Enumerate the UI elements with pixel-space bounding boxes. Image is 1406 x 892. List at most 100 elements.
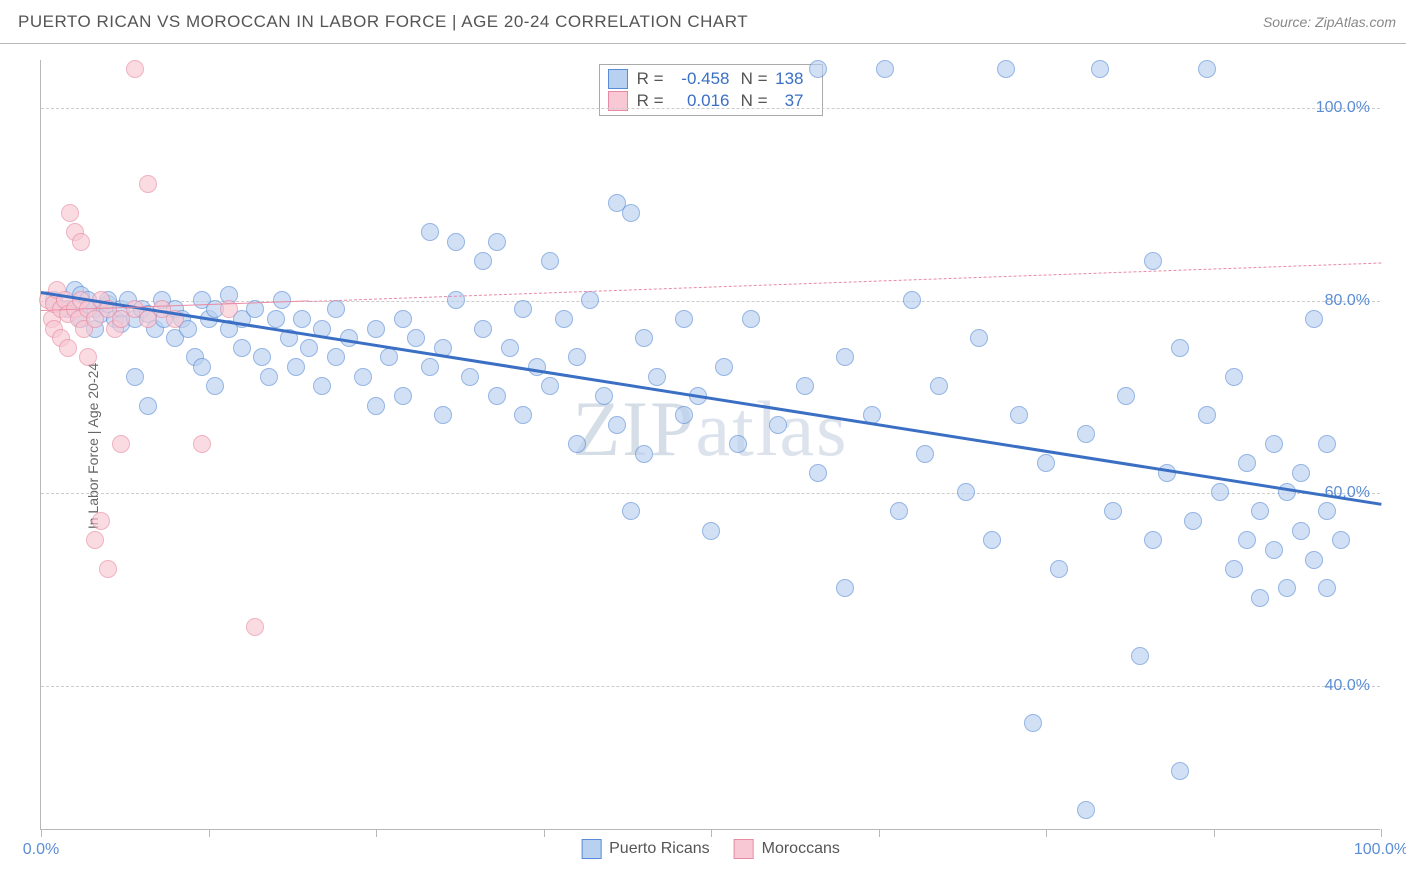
gridline: [41, 686, 1380, 687]
legend-swatch-icon: [734, 839, 754, 859]
regression-line: [41, 291, 1381, 506]
scatter-point: [1318, 502, 1336, 520]
scatter-point: [447, 233, 465, 251]
scatter-point: [59, 339, 77, 357]
scatter-point: [99, 560, 117, 578]
gridline: [41, 493, 1380, 494]
scatter-point: [876, 60, 894, 78]
scatter-point: [380, 348, 398, 366]
scatter-point: [1077, 801, 1095, 819]
scatter-point: [1184, 512, 1202, 530]
scatter-point: [541, 377, 559, 395]
scatter-point: [112, 435, 130, 453]
scatter-point: [139, 175, 157, 193]
scatter-point: [139, 397, 157, 415]
scatter-point: [394, 387, 412, 405]
legend-swatch-series-0: [608, 69, 628, 89]
scatter-point: [903, 291, 921, 309]
x-tick: [41, 829, 42, 837]
scatter-point: [541, 252, 559, 270]
scatter-point: [1104, 502, 1122, 520]
scatter-point: [1278, 579, 1296, 597]
scatter-point: [1318, 579, 1336, 597]
y-tick-label: 100.0%: [1316, 99, 1370, 117]
scatter-point: [568, 348, 586, 366]
scatter-point: [1131, 647, 1149, 665]
scatter-point: [1225, 368, 1243, 386]
title-bar: PUERTO RICAN VS MOROCCAN IN LABOR FORCE …: [0, 0, 1406, 44]
bottom-legend: Puerto Ricans Moroccans: [581, 839, 840, 859]
scatter-point: [997, 60, 1015, 78]
scatter-point: [327, 300, 345, 318]
scatter-point: [367, 320, 385, 338]
scatter-point: [1077, 425, 1095, 443]
scatter-point: [193, 358, 211, 376]
scatter-point: [1292, 522, 1310, 540]
stats-n-label-0: N =: [740, 69, 774, 89]
scatter-point: [568, 435, 586, 453]
scatter-point: [206, 377, 224, 395]
scatter-point: [1225, 560, 1243, 578]
scatter-point: [1278, 483, 1296, 501]
scatter-point: [86, 531, 104, 549]
scatter-point: [675, 310, 693, 328]
x-tick: [544, 829, 545, 837]
scatter-point: [930, 377, 948, 395]
gridline: [41, 301, 1380, 302]
scatter-point: [327, 348, 345, 366]
scatter-chart: ZIPatlas R = -0.458 N = 138 R = 0.016 N …: [40, 60, 1380, 830]
scatter-point: [836, 579, 854, 597]
x-tick: [376, 829, 377, 837]
scatter-point: [474, 320, 492, 338]
scatter-point: [1265, 541, 1283, 559]
x-tick: [1214, 829, 1215, 837]
scatter-point: [729, 435, 747, 453]
scatter-point: [796, 377, 814, 395]
x-tick: [711, 829, 712, 837]
scatter-point: [233, 339, 251, 357]
legend-item-series-1: Moroccans: [734, 839, 840, 859]
x-tick: [1381, 829, 1382, 837]
scatter-point: [246, 618, 264, 636]
scatter-point: [421, 223, 439, 241]
scatter-point: [1198, 406, 1216, 424]
scatter-point: [983, 531, 1001, 549]
scatter-point: [1251, 502, 1269, 520]
x-tick: [1046, 829, 1047, 837]
regression-line: [309, 262, 1381, 301]
scatter-point: [434, 406, 452, 424]
scatter-point: [367, 397, 385, 415]
scatter-point: [1171, 339, 1189, 357]
chart-title: PUERTO RICAN VS MOROCCAN IN LABOR FORCE …: [18, 12, 748, 32]
scatter-point: [1251, 589, 1269, 607]
scatter-point: [488, 233, 506, 251]
scatter-point: [1238, 531, 1256, 549]
scatter-point: [1238, 454, 1256, 472]
scatter-point: [1091, 60, 1109, 78]
scatter-point: [622, 204, 640, 222]
scatter-point: [675, 406, 693, 424]
scatter-point: [769, 416, 787, 434]
stats-r-value-0: -0.458: [670, 69, 740, 89]
x-tick-label-max: 100.0%: [1354, 841, 1406, 859]
scatter-point: [1292, 464, 1310, 482]
scatter-point: [193, 435, 211, 453]
scatter-point: [809, 60, 827, 78]
scatter-point: [267, 310, 285, 328]
scatter-point: [608, 416, 626, 434]
scatter-point: [273, 291, 291, 309]
y-tick-label: 40.0%: [1325, 677, 1370, 695]
scatter-point: [595, 387, 613, 405]
scatter-point: [92, 512, 110, 530]
scatter-point: [461, 368, 479, 386]
scatter-point: [555, 310, 573, 328]
scatter-point: [1305, 551, 1323, 569]
legend-swatch-icon: [581, 839, 601, 859]
y-tick-label: 80.0%: [1325, 292, 1370, 310]
scatter-point: [354, 368, 372, 386]
scatter-point: [1144, 531, 1162, 549]
source-attribution: Source: ZipAtlas.com: [1263, 14, 1396, 30]
scatter-point: [421, 358, 439, 376]
scatter-point: [300, 339, 318, 357]
scatter-point: [501, 339, 519, 357]
